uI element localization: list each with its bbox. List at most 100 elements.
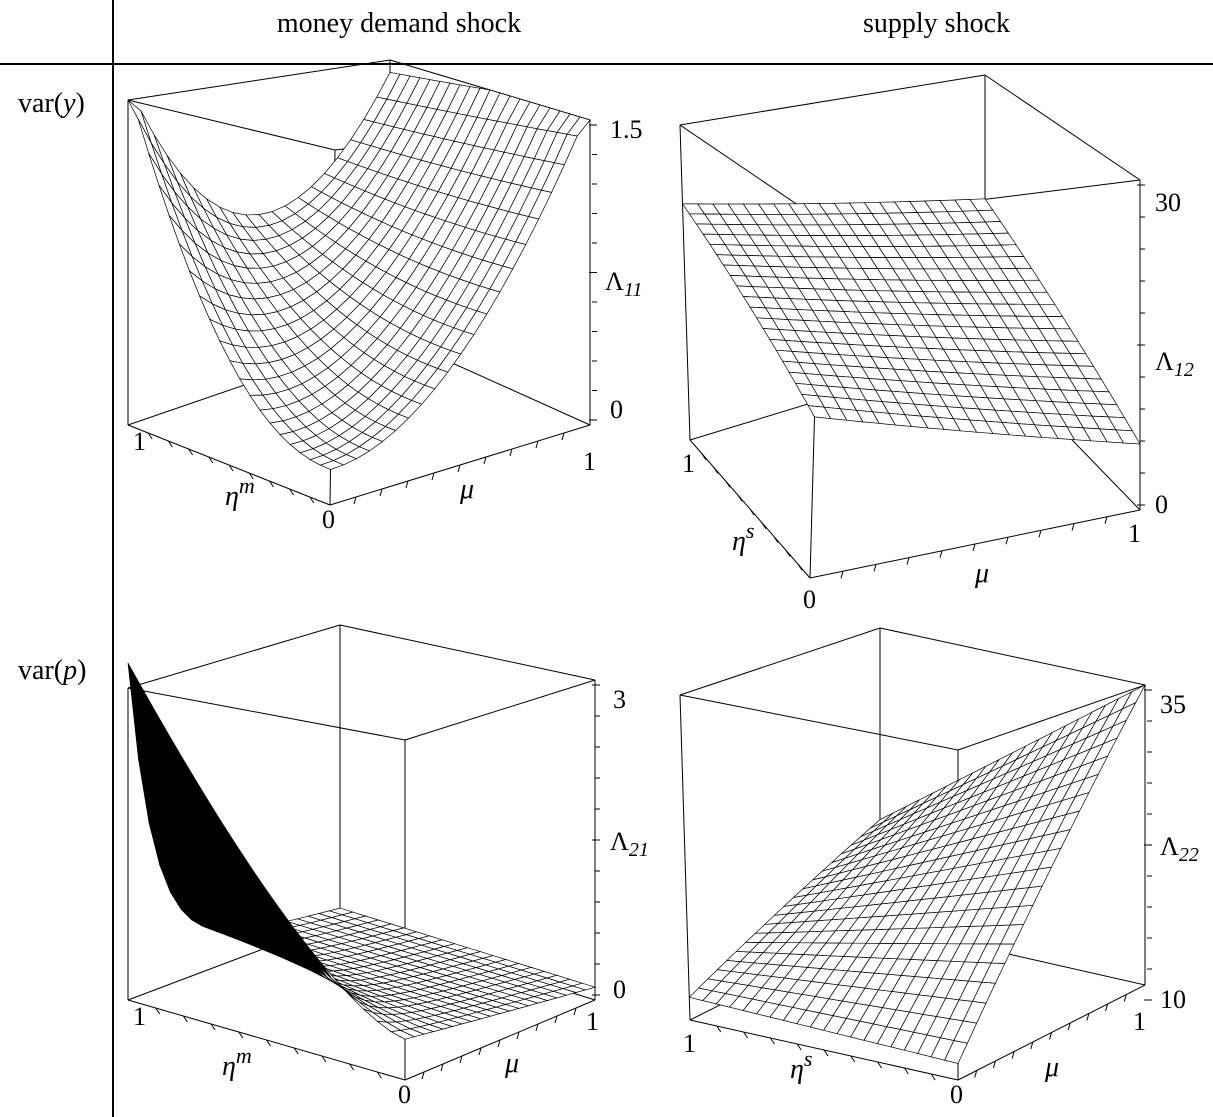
eta-tick — [208, 456, 214, 464]
mu-axis-label: μ — [504, 1048, 519, 1079]
mu-tick — [992, 1060, 996, 1069]
eta-axis-label: ηm — [225, 473, 255, 512]
mu-tick — [1123, 994, 1127, 1002]
eta-tick — [725, 481, 731, 488]
eta-tick — [376, 1071, 382, 1079]
box-edge — [339, 624, 596, 681]
mu-tick — [483, 456, 487, 465]
mu-tick-label-1: 1 — [1128, 519, 1141, 548]
mu-tick — [440, 1063, 444, 1072]
mu-tick — [972, 543, 976, 552]
eta-tick-label-0: 0 — [322, 505, 335, 534]
surface-cell — [1121, 684, 1146, 710]
box-edge — [957, 684, 1146, 751]
eta-tick — [182, 1015, 188, 1023]
box-edge — [679, 694, 959, 751]
eta-tick — [268, 480, 274, 488]
mu-tick — [478, 1047, 482, 1056]
eta-axis-label-sup: m — [236, 1043, 252, 1068]
column-header-money-demand: money demand shock — [276, 8, 522, 39]
eta-tick — [797, 563, 803, 571]
eta-tick — [716, 1025, 722, 1033]
eta-tick — [737, 494, 743, 502]
z-tick-label-bottom: 10 — [1160, 985, 1186, 1014]
eta-axis-label-sup: s — [746, 518, 755, 543]
mu-tick-label-1: 1 — [583, 447, 596, 476]
mu-tick — [561, 432, 565, 441]
z-axis-label: Λ12 — [1155, 347, 1194, 381]
z-axis-label-sub: 12 — [1174, 359, 1194, 381]
row-header-divider — [112, 0, 114, 1117]
mu-tick — [1071, 523, 1075, 531]
box-edge — [679, 627, 881, 696]
mu-tick — [974, 1070, 978, 1078]
eta-tick-label-1: 1 — [133, 427, 146, 456]
mu-tick — [497, 1039, 501, 1048]
eta-tick — [785, 550, 791, 557]
mu-tick — [1104, 516, 1108, 524]
mu-tick — [1049, 1032, 1052, 1040]
eta-tick — [309, 496, 315, 504]
column-header-supply: supply shock — [863, 8, 1010, 39]
eta-tick — [877, 1061, 883, 1069]
eta-tick — [769, 1037, 775, 1045]
mu-tick — [516, 1031, 520, 1040]
eta-tick — [701, 453, 707, 461]
surface-cell — [566, 116, 591, 137]
eta-tick — [823, 1049, 829, 1057]
eta-tick — [713, 467, 719, 474]
mu-tick — [1030, 1041, 1034, 1050]
eta-axis-label: ηm — [222, 1043, 252, 1082]
eta-tick — [228, 464, 234, 472]
eta-axis-label: ηs — [732, 518, 754, 557]
eta-tick — [293, 1047, 299, 1055]
surface-cell — [571, 982, 597, 991]
row-header-var-y: var(y) — [18, 88, 85, 119]
mu-tick — [1105, 1003, 1109, 1012]
box-edge — [127, 99, 336, 151]
eta-tick — [930, 1073, 936, 1081]
mu-tick — [1038, 530, 1042, 538]
mu-tick — [1086, 1013, 1090, 1021]
z-tick-label-top: 30 — [1155, 188, 1181, 217]
mu-axis-label: μ — [459, 474, 474, 505]
eta-tick — [321, 1055, 327, 1063]
eta-tick — [248, 472, 254, 480]
mu-tick — [1005, 537, 1009, 545]
eta-tick — [155, 1007, 161, 1015]
eta-tick-label-0: 0 — [803, 585, 816, 614]
box-edge — [127, 59, 391, 101]
eta-tick — [749, 508, 755, 516]
z-axis-label: Λ11 — [605, 267, 642, 301]
mu-tick — [535, 1023, 539, 1032]
eta-tick — [266, 1039, 271, 1047]
row-header-var-p: var(p) — [18, 655, 87, 686]
eta-tick — [349, 1063, 355, 1071]
eta-tick — [289, 488, 295, 496]
mu-tick — [939, 550, 943, 558]
box-edge — [984, 74, 1141, 181]
z-axis-label-sub: 11 — [624, 279, 643, 301]
eta-tick-label-0: 0 — [398, 1080, 411, 1109]
mu-tick — [840, 571, 844, 579]
mu-tick — [873, 564, 877, 572]
mu-tick — [405, 480, 409, 489]
mu-tick — [906, 557, 910, 565]
z-axis-label-sub: 22 — [1179, 844, 1199, 866]
eta-axis-label-sup: s — [804, 1046, 813, 1071]
z-tick-label-bottom: 0 — [1155, 490, 1168, 519]
box-edge — [679, 124, 691, 441]
mu-tick — [421, 1071, 425, 1080]
z-tick-label-top: 1.5 — [610, 115, 643, 144]
eta-tick — [850, 1055, 856, 1063]
eta-tick — [147, 432, 153, 440]
mu-tick — [1067, 1022, 1071, 1031]
mu-tick-label-1: 1 — [1133, 1007, 1146, 1036]
z-axis-label: Λ21 — [610, 827, 649, 861]
eta-tick — [167, 440, 173, 448]
